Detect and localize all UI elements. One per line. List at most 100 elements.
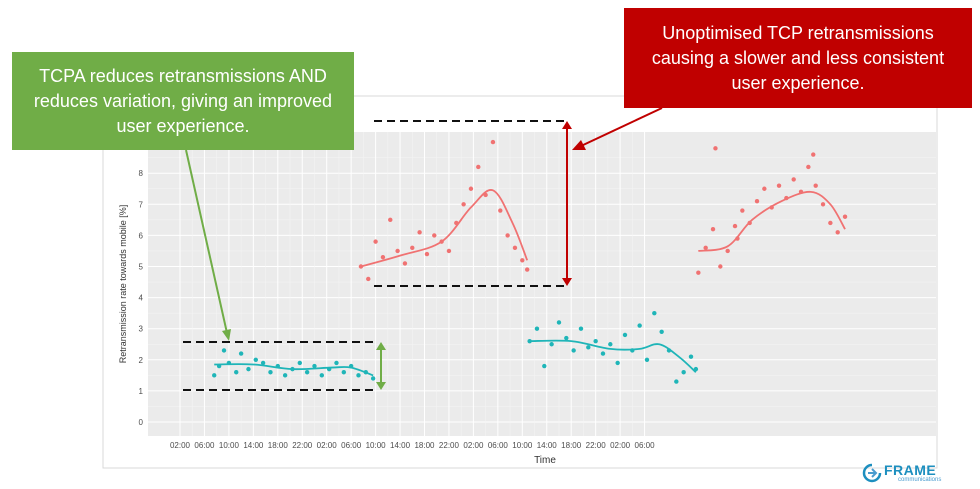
red-range-arrowhead-bottom [562, 278, 572, 286]
data-point [842, 214, 848, 219]
data-point [341, 370, 347, 375]
data-point [713, 146, 718, 151]
green-range-arrowhead-bottom [376, 382, 386, 390]
green-range-arrowhead-top [376, 342, 386, 350]
y-axis-ticks: 0 1 2 3 4 5 6 7 8 [139, 169, 144, 427]
data-point [806, 164, 811, 170]
y-tick-label: 0 [139, 418, 144, 427]
data-point [688, 354, 694, 359]
data-point [776, 183, 782, 188]
data-point [490, 139, 496, 145]
y-tick-label: 2 [139, 356, 144, 365]
data-point [268, 370, 273, 375]
x-tick-label: 02:00 [463, 441, 484, 450]
x-tick-label: 22:00 [439, 441, 460, 450]
series-3 [527, 310, 699, 384]
data-point [600, 351, 606, 356]
x-tick-label: 10:00 [512, 441, 533, 450]
data-point [622, 332, 628, 338]
data-point [238, 351, 244, 356]
y-tick-label: 6 [139, 231, 144, 240]
x-tick-label: 02:00 [317, 441, 338, 450]
data-point [402, 261, 408, 266]
x-tick-label: 02:00 [170, 441, 191, 450]
data-point [304, 370, 310, 375]
x-tick-label: 14:00 [243, 441, 264, 450]
series-1 [212, 348, 376, 381]
data-point [366, 276, 371, 282]
gridlines [148, 132, 936, 436]
data-point [813, 183, 818, 188]
data-point [608, 342, 613, 347]
red-callout-text: Unoptimised TCP retransmissions causing … [651, 22, 945, 93]
data-point [637, 323, 642, 328]
data-point [446, 248, 452, 254]
green-callout: TCPA reduces retransmissions AND reduces… [12, 52, 354, 150]
data-point [395, 248, 400, 254]
x-tick-label: 02:00 [610, 441, 631, 450]
x-tick-label: 06:00 [341, 441, 362, 450]
x-tick-label: 10:00 [366, 441, 387, 450]
data-point [282, 373, 288, 378]
data-point [461, 202, 466, 207]
x-axis-label: Time [534, 455, 556, 466]
data-point [791, 177, 796, 182]
data-point [762, 186, 767, 191]
x-tick-label: 22:00 [586, 441, 607, 450]
data-point [652, 310, 657, 316]
data-point [468, 186, 474, 191]
y-tick-label: 1 [139, 387, 144, 396]
data-point [578, 326, 584, 331]
data-point [512, 245, 518, 251]
data-point [659, 329, 664, 335]
data-point [297, 360, 303, 366]
data-point [319, 373, 325, 378]
y-tick-label: 3 [139, 325, 144, 334]
data-point [674, 379, 679, 384]
data-point [593, 338, 598, 344]
red-pointer-arrow [580, 107, 663, 147]
data-point [644, 357, 650, 362]
x-tick-label: 18:00 [414, 441, 435, 450]
trend-line [529, 339, 697, 373]
data-point [556, 320, 562, 325]
data-point [564, 335, 569, 341]
data-point [681, 370, 686, 375]
trend-line [698, 190, 846, 252]
data-point [524, 267, 530, 272]
series-2 [358, 139, 530, 282]
data-point [725, 248, 730, 254]
data-point [246, 366, 251, 372]
series-layer [212, 139, 848, 384]
data-point [253, 357, 258, 362]
data-point [373, 239, 378, 244]
data-point [820, 202, 826, 207]
data-point [549, 342, 554, 347]
data-point [696, 270, 701, 275]
x-tick-label: 14:00 [537, 441, 558, 450]
data-point [505, 233, 510, 238]
logo-name: FRAME [884, 462, 937, 478]
data-point [380, 254, 386, 260]
data-point [732, 223, 738, 229]
y-tick-label: 5 [139, 263, 144, 272]
trend-line [360, 189, 529, 268]
logo-subtitle: communications [898, 477, 942, 483]
red-range-arrowhead-top [562, 121, 572, 129]
green-pointer-arrow [185, 149, 228, 334]
data-point [542, 363, 547, 369]
data-point [498, 208, 503, 213]
y-axis-label: Retransmission rate towards mobile [%] [118, 205, 128, 364]
x-tick-label: 06:00 [488, 441, 509, 450]
x-tick-label: 10:00 [219, 441, 240, 450]
data-point [312, 363, 317, 369]
data-point [424, 251, 430, 257]
series-4 [696, 146, 848, 275]
x-tick-label: 06:00 [635, 441, 656, 450]
data-point [334, 360, 339, 366]
data-point [476, 164, 481, 170]
data-point [356, 373, 361, 378]
data-point [370, 376, 376, 381]
red-callout: Unoptimised TCP retransmissions causing … [624, 8, 972, 108]
x-tick-label: 14:00 [390, 441, 411, 450]
